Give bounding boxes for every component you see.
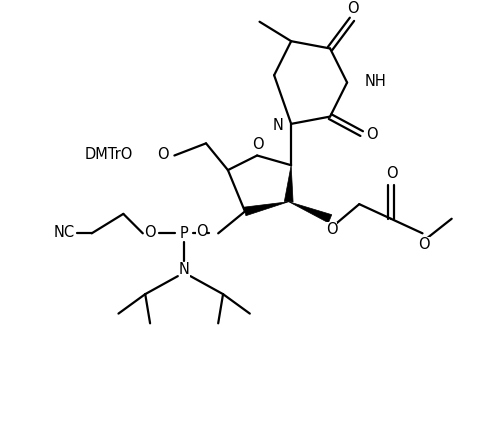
- Polygon shape: [284, 165, 293, 202]
- Text: O: O: [347, 1, 359, 16]
- Polygon shape: [244, 202, 289, 216]
- Text: NH: NH: [364, 73, 386, 89]
- Text: O: O: [418, 236, 430, 252]
- Text: O: O: [157, 146, 169, 162]
- Text: O: O: [196, 225, 208, 239]
- Text: P: P: [180, 226, 189, 241]
- Text: O: O: [366, 127, 378, 142]
- Text: O: O: [326, 222, 337, 237]
- Text: O: O: [386, 166, 398, 181]
- Text: N: N: [273, 118, 284, 133]
- Text: NC: NC: [53, 225, 75, 240]
- Text: N: N: [179, 262, 190, 277]
- Polygon shape: [289, 202, 332, 223]
- Text: DMTrO: DMTrO: [85, 146, 133, 162]
- Text: O: O: [144, 225, 156, 240]
- Text: O: O: [252, 137, 264, 152]
